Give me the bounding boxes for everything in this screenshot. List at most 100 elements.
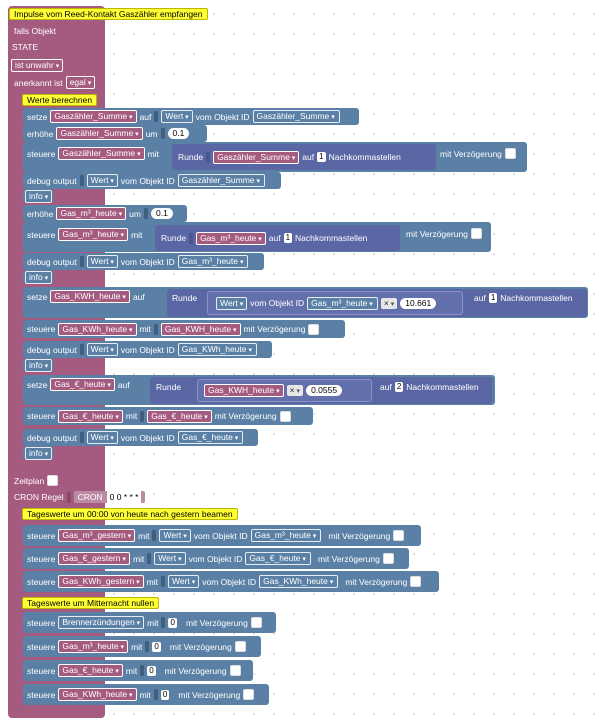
- event-title-comment[interactable]: Impulse vom Reed-Kontakt Gaszähler empfa…: [9, 8, 208, 20]
- delay-checkbox[interactable]: [234, 641, 246, 652]
- delay-checkbox[interactable]: [410, 576, 422, 587]
- decimals-input[interactable]: 1: [283, 233, 293, 243]
- var-dropdown[interactable]: Gaszähler_Summe: [213, 150, 300, 164]
- number-input[interactable]: 0: [168, 617, 177, 628]
- increment-gaszaehler-block[interactable]: erhöhe Gaszähler_Summe um 0.1: [23, 125, 207, 142]
- ack-dropdown[interactable]: egal: [65, 76, 96, 89]
- object-id-field[interactable]: Gaszähler_Summe: [252, 110, 340, 123]
- object-id-field[interactable]: Gas_KWh_heute: [177, 343, 257, 356]
- number-input[interactable]: 0: [160, 689, 170, 700]
- round-block[interactable]: Runde Gas_m³_heute auf 1 Nachkommastelle…: [155, 225, 400, 251]
- number-input[interactable]: 0: [152, 641, 161, 652]
- var-dropdown[interactable]: Gas_m³_heute: [196, 231, 266, 245]
- cron-value-input[interactable]: 0 0 * * *: [106, 491, 142, 503]
- decimals-input[interactable]: 1: [317, 152, 326, 162]
- control-euro-gestern-block[interactable]: steuere Gas_€_gestern mit Wert vom Objek…: [23, 548, 409, 569]
- set-euro-row: setze Gas_€_heute auf: [27, 378, 130, 391]
- var-dropdown[interactable]: Gas_KWH_heute: [160, 322, 241, 336]
- vom-objekt-label: vom Objekt ID: [250, 298, 305, 308]
- reset-euro-block[interactable]: steuere Gas_€_heute mit 0 mit Verzögerun…: [23, 660, 253, 681]
- reset-brenner-block[interactable]: steuere Brennerzündungen mit 0 mit Verzö…: [23, 612, 276, 633]
- debug-gaszaehler-block[interactable]: debug output Wert vom Objekt ID Gaszähle…: [23, 172, 281, 189]
- var-dropdown[interactable]: Gas_KWH_heute: [50, 290, 130, 303]
- control-kwh-block[interactable]: steuere Gas_KWh_heute mit Gas_KWH_heute …: [23, 320, 345, 338]
- delay-checkbox[interactable]: [308, 323, 320, 335]
- wert-dropdown[interactable]: Wert: [168, 575, 200, 588]
- var-dropdown[interactable]: Gaszähler_Summe: [50, 110, 137, 123]
- var-dropdown[interactable]: Gas_€_heute: [147, 409, 212, 423]
- debug-kwh-block[interactable]: debug output Wert vom Objekt ID Gas_KWh_…: [23, 341, 272, 358]
- var-dropdown[interactable]: Gas_KWh_heute: [58, 688, 137, 701]
- log-level-dropdown[interactable]: info: [25, 189, 53, 203]
- reset-m3-block[interactable]: steuere Gas_m³_heute mit 0 mit Verzögeru…: [23, 636, 261, 657]
- operator-dropdown[interactable]: ×: [380, 297, 398, 309]
- reset-kwh-block[interactable]: steuere Gas_KWh_heute mit 0 mit Verzöger…: [23, 684, 269, 705]
- wert-dropdown[interactable]: Wert: [154, 552, 186, 565]
- wert-dropdown[interactable]: Wert: [216, 296, 248, 310]
- round-block[interactable]: Runde Gaszähler_Summe auf 1 Nachkommaste…: [172, 144, 436, 170]
- var-dropdown[interactable]: Gas_KWh_gestern: [58, 575, 144, 588]
- wert-dropdown[interactable]: Wert: [86, 255, 118, 268]
- set-gaszaehler-block[interactable]: setze Gaszähler_Summe auf Wert vom Objek…: [23, 108, 359, 125]
- number-input[interactable]: 0: [147, 665, 156, 676]
- condition-dropdown[interactable]: ist unwahr: [11, 59, 64, 72]
- decimals-input[interactable]: 2: [394, 382, 404, 392]
- number-input[interactable]: 0.1: [167, 128, 190, 139]
- um-label: um: [145, 128, 158, 139]
- schedule-comment[interactable]: Tageswerte um 00:00 von heute nach geste…: [22, 508, 238, 520]
- delay-checkbox[interactable]: [382, 553, 394, 564]
- log-level-dropdown[interactable]: info: [25, 358, 53, 372]
- var-dropdown[interactable]: Gas_€_heute: [58, 664, 123, 677]
- var-dropdown[interactable]: Gas_m³_heute: [58, 228, 129, 241]
- delay-checkbox[interactable]: [470, 228, 482, 239]
- delay-checkbox[interactable]: [504, 148, 516, 159]
- var-dropdown[interactable]: Gas_€_gestern: [58, 552, 130, 565]
- object-id-field[interactable]: Gas_KWh_heute: [259, 575, 339, 588]
- var-dropdown[interactable]: Gas_KWH_heute: [204, 384, 284, 397]
- cron-block[interactable]: CRON 0 0 * * *: [73, 491, 146, 503]
- var-dropdown[interactable]: Gas_KWh_heute: [58, 322, 137, 336]
- var-dropdown[interactable]: Gas_m³_heute: [56, 207, 127, 220]
- wert-dropdown[interactable]: Wert: [159, 529, 191, 542]
- number-input[interactable]: 10.661: [400, 297, 437, 309]
- control-kwh-gestern-block[interactable]: steuere Gas_KWh_gestern mit Wert vom Obj…: [23, 571, 439, 592]
- reset-comment[interactable]: Tageswerte um Mitternacht nullen: [22, 597, 160, 609]
- log-level-dropdown[interactable]: info: [25, 446, 53, 460]
- multiply-block[interactable]: Wert vom Objekt ID Gas_m³_heute × 10.661: [207, 291, 463, 315]
- control-m3-gestern-block[interactable]: steuere Gas_m³_gestern mit Wert vom Obje…: [23, 525, 421, 546]
- number-input[interactable]: 0.0555: [306, 385, 343, 396]
- delay-checkbox[interactable]: [279, 410, 291, 422]
- debug-euro-block[interactable]: debug output Wert vom Objekt ID Gas_€_he…: [23, 429, 258, 446]
- var-dropdown[interactable]: Gaszähler_Summe: [56, 127, 143, 140]
- wert-dropdown[interactable]: Wert: [86, 431, 118, 444]
- multiply-block[interactable]: Gas_KWH_heute × 0.0555: [197, 379, 372, 402]
- var-dropdown[interactable]: Gas_m³_heute: [58, 640, 129, 653]
- log-level-dropdown[interactable]: info: [25, 270, 53, 284]
- var-dropdown[interactable]: Brennerzündungen: [58, 616, 145, 629]
- object-id-field[interactable]: Gas_€_heute: [177, 431, 244, 444]
- var-dropdown[interactable]: Gaszähler_Summe: [58, 147, 145, 160]
- delay-checkbox[interactable]: [243, 689, 255, 700]
- var-dropdown[interactable]: Gas_€_heute: [50, 378, 115, 391]
- delay-checkbox[interactable]: [229, 665, 241, 676]
- var-dropdown[interactable]: Gas_€_heute: [58, 409, 123, 423]
- wert-dropdown[interactable]: Wert: [86, 343, 118, 356]
- object-id-field[interactable]: Gas_m³_heute: [250, 529, 322, 542]
- number-input[interactable]: 0.1: [150, 208, 173, 219]
- werte-comment[interactable]: Werte berechnen: [22, 94, 98, 106]
- object-id-field[interactable]: Gas_m³_heute: [307, 296, 378, 310]
- zeitplan-checkbox[interactable]: [47, 475, 59, 486]
- delay-checkbox[interactable]: [250, 617, 262, 628]
- control-euro-block[interactable]: steuere Gas_€_heute mit Gas_€_heute mit …: [23, 407, 313, 425]
- increment-m3-block[interactable]: erhöhe Gas_m³_heute um 0.1: [23, 205, 187, 222]
- object-id-field[interactable]: Gas_m³_heute: [177, 255, 249, 268]
- var-dropdown[interactable]: Gas_m³_gestern: [58, 529, 136, 542]
- decimals-input[interactable]: 1: [488, 293, 498, 303]
- object-id-field[interactable]: Gaszähler_Summe: [177, 174, 265, 187]
- operator-dropdown[interactable]: ×: [286, 385, 304, 396]
- debug-m3-block[interactable]: debug output Wert vom Objekt ID Gas_m³_h…: [23, 253, 264, 270]
- wert-dropdown[interactable]: Wert: [86, 174, 118, 187]
- wert-dropdown[interactable]: Wert: [161, 110, 193, 123]
- object-id-field[interactable]: Gas_€_heute: [245, 552, 311, 565]
- delay-checkbox[interactable]: [393, 530, 405, 541]
